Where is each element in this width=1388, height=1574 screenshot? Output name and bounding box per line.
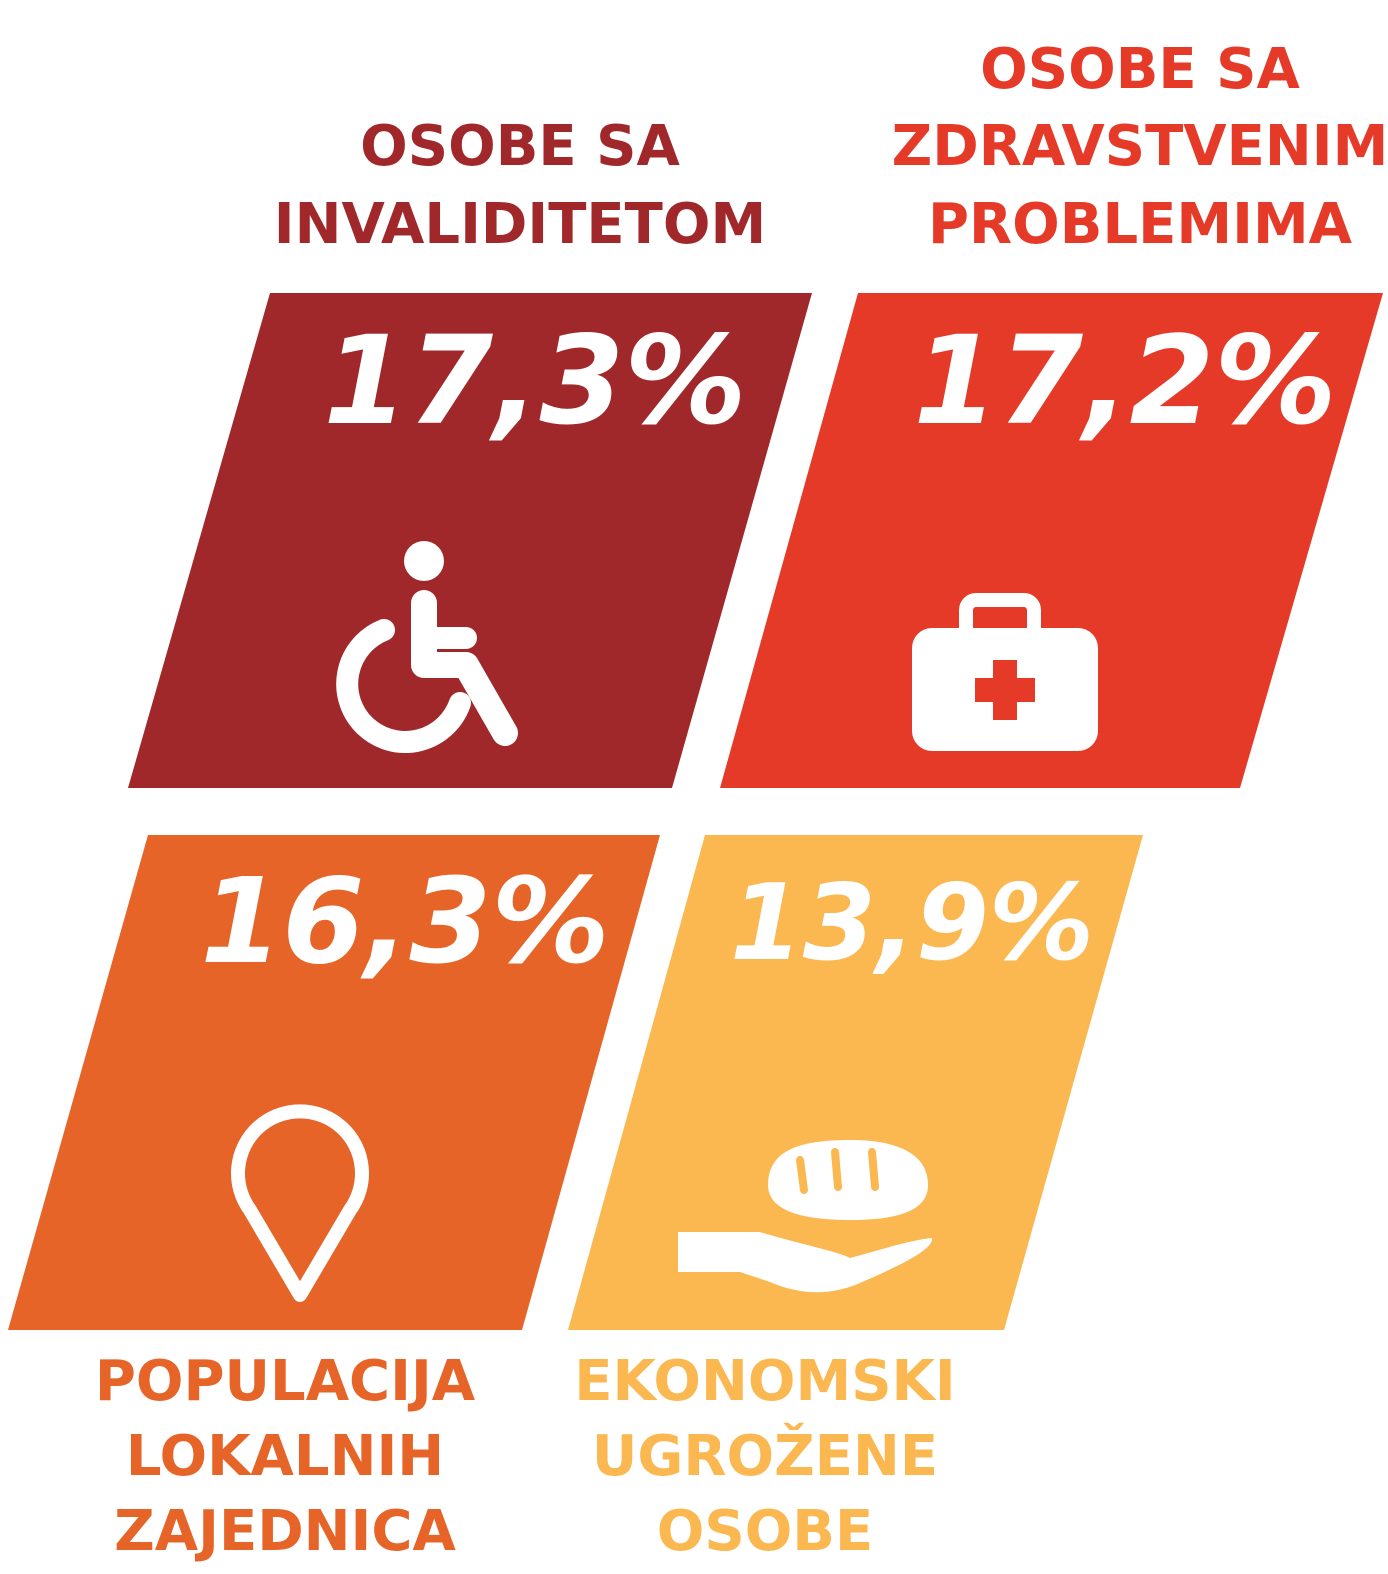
tile — [720, 293, 1383, 788]
tile-value: 17,2% — [913, 310, 1336, 452]
tile — [8, 835, 660, 1330]
wheelchair-icon — [336, 541, 518, 753]
tile-value: 16,3% — [200, 852, 609, 990]
tiles: 17,3% OSOBE SA INVALIDITETOM 17,2% OSOBE SA Z… — [8, 37, 1388, 1564]
icons — [231, 541, 1098, 1302]
tile-label: LOKALNIH — [126, 1424, 444, 1489]
location-pin-icon — [231, 1104, 369, 1302]
tile-label: PROBLEMIMA — [928, 192, 1353, 257]
tile-label: POPULACIJA — [95, 1349, 476, 1414]
bread-hand-icon — [678, 1140, 933, 1293]
tile — [568, 835, 1143, 1330]
tile-label: OSOBE SA — [980, 37, 1300, 102]
tile-label: INVALIDITETOM — [274, 192, 766, 257]
medkit-icon — [912, 593, 1098, 751]
tile-label: ZDRAVSTVENIM — [892, 114, 1388, 179]
tile-label: OSOBE SA — [360, 114, 680, 179]
tile-label: ZAJEDNICA — [114, 1499, 456, 1564]
tile-value: 13,9% — [730, 862, 1094, 984]
tile — [128, 293, 812, 788]
tile-value: 17,3% — [323, 310, 746, 452]
tile-label: OSOBE — [657, 1499, 873, 1564]
tile-label: UGROŽENE — [592, 1423, 938, 1489]
tile-label: EKONOMSKI — [574, 1349, 956, 1414]
